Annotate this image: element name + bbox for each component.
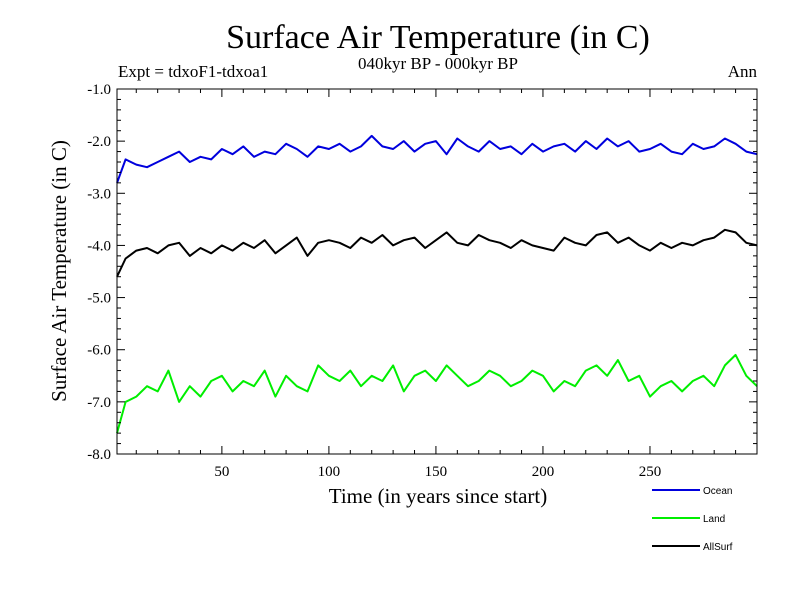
y-tick-label: -3.0: [87, 186, 111, 202]
series-line-ocean: [116, 134, 758, 184]
x-axis-label: Time (in years since start): [329, 484, 548, 508]
x-tick-label: 250: [639, 464, 662, 480]
y-tick-label: -7.0: [87, 395, 111, 411]
y-tick-label: -5.0: [87, 291, 111, 307]
axes: [116, 88, 758, 455]
legend-entry-land: Land: [652, 514, 725, 525]
plot-frame: [116, 88, 758, 455]
experiment-label: Expt = tdxoF1-tdxoa1: [118, 62, 268, 81]
legend-entry-ocean: Ocean: [652, 486, 732, 497]
y-axis-label: Surface Air Temperature (in C): [47, 140, 71, 402]
x-tick-label: 100: [318, 464, 341, 480]
y-tick-label: -1.0: [87, 82, 111, 98]
x-tick-label: 150: [425, 464, 448, 480]
legend: Ocean Land AllSurf: [652, 486, 733, 553]
y-tick-label: -6.0: [87, 343, 111, 359]
legend-entry-allsurf: AllSurf: [652, 542, 733, 553]
legend-label: Land: [703, 514, 725, 525]
legend-label: Ocean: [703, 486, 732, 497]
y-tick-label: -8.0: [87, 447, 111, 463]
plot-lines: [116, 134, 758, 434]
series-line-land: [116, 353, 758, 434]
x-tick-label: 200: [532, 464, 555, 480]
y-tick-label: -4.0: [87, 238, 111, 254]
ticks: 50 100 150 200 250 -1.0 -2.0 -3.0 -4.0 -5.0 -6.0 -7…: [87, 82, 757, 480]
x-tick-label: 50: [214, 464, 229, 480]
season-label: Ann: [728, 62, 758, 81]
series-line-allsurf: [116, 228, 758, 278]
y-tick-label: -2.0: [87, 134, 111, 150]
legend-label: AllSurf: [703, 542, 733, 553]
period-label: 040kyr BP - 000kyr BP: [358, 54, 518, 73]
chart-title: Surface Air Temperature (in C): [226, 19, 650, 56]
